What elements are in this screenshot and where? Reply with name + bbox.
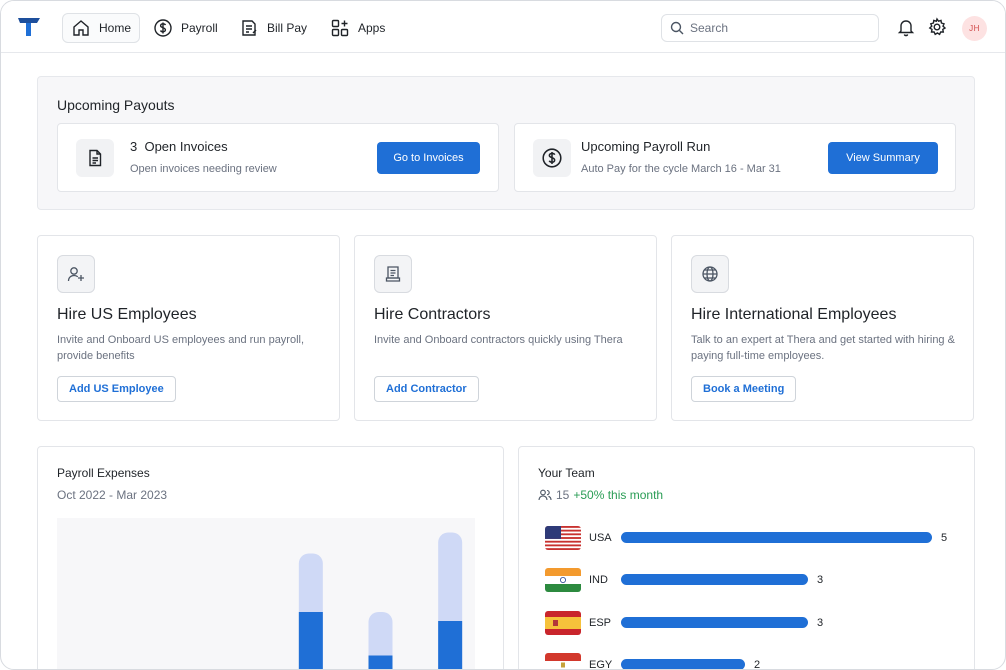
- nav-bill-pay-label: Bill Pay: [267, 21, 308, 35]
- open-invoices-count: 3: [130, 139, 138, 154]
- team-row-usa: USA 5: [545, 526, 947, 550]
- team-growth: +50% this month: [573, 488, 664, 502]
- payroll-expenses-range: Oct 2022 - Mar 2023: [57, 488, 168, 502]
- document-icon: [76, 139, 114, 177]
- payroll-expenses-chart: [57, 518, 475, 670]
- nav-payroll[interactable]: Payroll: [144, 13, 227, 43]
- esp-flag-icon: [545, 611, 581, 635]
- contract-icon: [374, 255, 412, 293]
- bill-icon: [242, 20, 257, 36]
- hire-us-employees-title: Hire US Employees: [57, 306, 197, 323]
- dollar-circle-icon: [154, 19, 172, 37]
- payroll-expenses-panel: Payroll Expenses Oct 2022 - Mar 2023: [37, 446, 504, 670]
- add-contractor-button[interactable]: Add Contractor: [374, 376, 479, 402]
- bell-icon[interactable]: [896, 17, 916, 37]
- open-invoices-subtitle: Open invoices needing review: [130, 163, 277, 175]
- team-bar-value: 2: [754, 659, 761, 670]
- avatar[interactable]: JH: [962, 16, 987, 41]
- your-team-panel: Your Team 15 +50% this month USA 5 IND 3 ESP…: [518, 446, 975, 669]
- upcoming-payouts-section: Upcoming Payouts 3 Open Invoices Open in…: [37, 76, 975, 210]
- payroll-run-subtitle: Auto Pay for the cycle March 16 - Mar 31: [581, 163, 781, 175]
- dollar-circle-icon: [533, 139, 571, 177]
- search-icon: [670, 21, 684, 35]
- hire-contractors-desc: Invite and Onboard contractors quickly u…: [374, 334, 623, 346]
- nav-payroll-label: Payroll: [181, 21, 218, 35]
- home-icon: [73, 20, 89, 36]
- users-icon: [538, 489, 552, 501]
- your-team-title: Your Team: [538, 466, 595, 480]
- team-bar-ind[interactable]: [621, 574, 808, 585]
- ind-flag-icon: [545, 568, 581, 592]
- team-row-egy: EGY 2: [545, 653, 760, 669]
- team-country-label: ESP: [589, 617, 612, 629]
- team-country-label: EGY: [589, 659, 613, 670]
- user-plus-icon: [57, 255, 95, 293]
- team-bar-egy[interactable]: [621, 659, 745, 669]
- nav-home[interactable]: Home: [62, 13, 141, 43]
- team-bar-esp[interactable]: [621, 617, 808, 628]
- team-count: 15: [556, 488, 570, 502]
- expense-bar-jan-lower[interactable]: [298, 612, 323, 670]
- nav-bill-pay[interactable]: Bill Pay: [230, 13, 316, 43]
- team-row-esp: ESP 3: [545, 611, 823, 635]
- payroll-expenses-title: Payroll Expenses: [57, 466, 150, 480]
- hire-contractors-card: Hire Contractors Invite and Onboard cont…: [354, 235, 657, 421]
- open-invoices-label: Open Invoices: [144, 139, 228, 154]
- upcoming-payouts-title: Upcoming Payouts: [57, 97, 175, 113]
- book-meeting-button[interactable]: Book a Meeting: [691, 376, 797, 402]
- hire-us-employees-card: Hire US Employees Invite and Onboard US …: [37, 235, 340, 421]
- payroll-run-heading: Upcoming Payroll Run: [581, 139, 711, 154]
- team-bar-value: 3: [817, 617, 824, 629]
- team-country-label: IND: [589, 574, 608, 586]
- search-box[interactable]: [661, 14, 879, 42]
- payroll-run-card: Upcoming Payroll Run Auto Pay for the cy…: [514, 123, 956, 192]
- nav-apps[interactable]: Apps: [321, 13, 394, 43]
- expense-bar-feb-upper[interactable]: [368, 612, 393, 670]
- apps-grid-icon: [331, 19, 349, 37]
- team-bar-value: 5: [941, 532, 948, 544]
- hire-international-title: Hire International Employees: [691, 306, 897, 323]
- expense-bar-chart: [298, 532, 463, 670]
- hire-contractors-title: Hire Contractors: [374, 306, 491, 323]
- gear-icon[interactable]: [927, 17, 947, 37]
- team-meta: 15 +50% this month: [538, 488, 663, 502]
- team-country-label: USA: [589, 532, 612, 544]
- top-nav: Home Payroll Bill Pay Apps JH: [1, 1, 1005, 53]
- nav-home-label: Home: [99, 21, 132, 35]
- thera-logo[interactable]: [17, 16, 41, 38]
- team-bar-value: 3: [817, 574, 824, 586]
- team-row-ind: IND 3: [545, 568, 823, 592]
- nav-apps-label: Apps: [358, 21, 386, 35]
- usa-flag-icon: [545, 526, 581, 550]
- go-to-invoices-button[interactable]: Go to Invoices: [377, 142, 480, 174]
- globe-icon: [691, 255, 729, 293]
- open-invoices-heading: 3 Open Invoices: [130, 139, 228, 154]
- open-invoices-card: 3 Open Invoices Open invoices needing re…: [57, 123, 499, 192]
- expense-bar-mar-lower[interactable]: [438, 621, 463, 670]
- view-summary-button[interactable]: View Summary: [828, 142, 938, 174]
- hire-international-desc: Talk to an expert at Thera and get start…: [691, 334, 955, 362]
- hire-us-employees-desc: Invite and Onboard US employees and run …: [57, 334, 305, 362]
- egy-flag-icon: [545, 653, 581, 669]
- add-us-employee-button[interactable]: Add US Employee: [57, 376, 176, 402]
- search-input[interactable]: [690, 21, 870, 35]
- expense-bar-feb-lower[interactable]: [368, 655, 393, 670]
- hire-international-card: Hire International Employees Talk to an …: [671, 235, 974, 421]
- team-bar-usa[interactable]: [621, 532, 932, 543]
